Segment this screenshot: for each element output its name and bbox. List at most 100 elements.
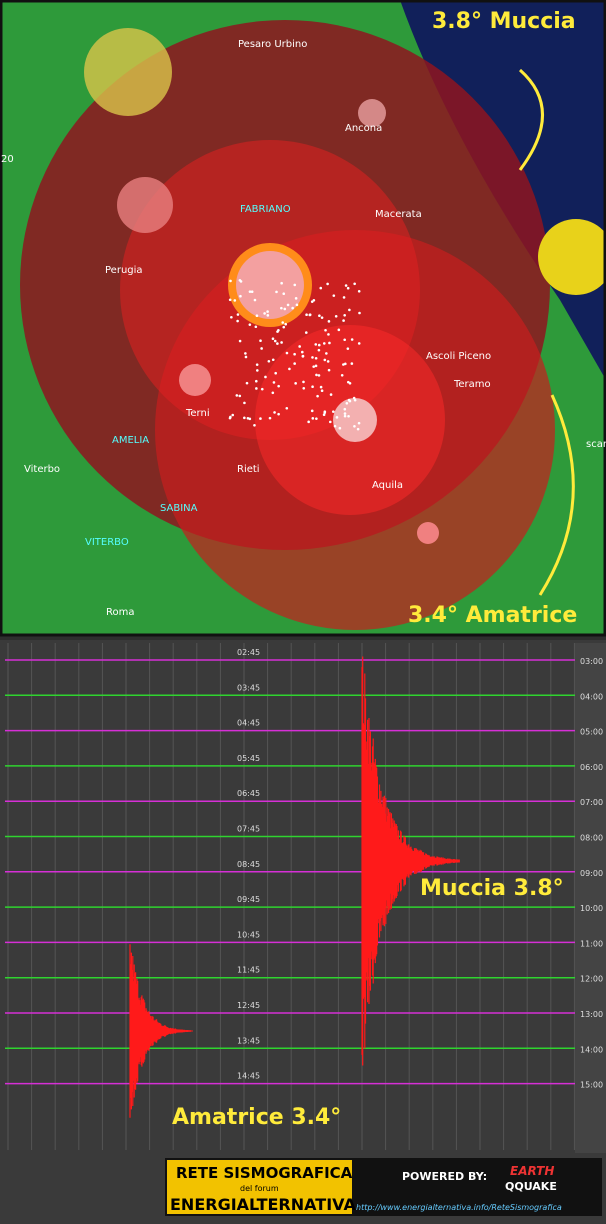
event <box>327 368 331 372</box>
zone <box>333 398 377 442</box>
event <box>255 387 258 390</box>
event <box>244 355 248 359</box>
event <box>291 306 294 310</box>
event <box>342 363 345 366</box>
right-time: 12:00 <box>580 975 603 984</box>
event <box>343 338 346 342</box>
event <box>267 359 271 363</box>
zone <box>117 177 173 233</box>
station-label: VITERBO <box>85 537 129 548</box>
right-time: 10:00 <box>580 904 603 913</box>
city-label: Rieti <box>237 464 260 475</box>
event <box>305 313 308 317</box>
event <box>357 289 361 293</box>
event <box>340 373 344 377</box>
event <box>244 352 247 355</box>
event <box>338 426 342 430</box>
event <box>239 294 242 298</box>
zone <box>236 251 304 319</box>
city-label: Ancona <box>345 123 382 134</box>
event <box>229 415 232 419</box>
left-time: 02:45 <box>237 648 260 657</box>
event <box>357 421 361 425</box>
event <box>280 306 283 310</box>
event <box>276 342 279 345</box>
event <box>260 347 263 350</box>
event <box>343 414 347 418</box>
event <box>277 412 280 416</box>
event <box>312 299 316 302</box>
event <box>255 314 259 318</box>
event <box>281 321 285 324</box>
event <box>347 380 350 384</box>
event <box>358 311 361 315</box>
event <box>356 427 360 431</box>
zone <box>417 522 439 544</box>
event <box>308 313 312 317</box>
event <box>243 401 246 405</box>
footer-subtitle: del forum <box>240 1184 279 1193</box>
event <box>320 389 324 393</box>
event <box>317 343 321 347</box>
event <box>274 371 277 375</box>
event <box>304 331 308 334</box>
event <box>273 411 276 414</box>
event <box>347 398 351 402</box>
event <box>315 417 318 420</box>
event <box>228 298 232 302</box>
event <box>285 351 289 355</box>
event <box>350 338 354 341</box>
quake-trace <box>361 656 460 1066</box>
event <box>307 420 310 424</box>
right-time: 14:00 <box>580 1045 603 1054</box>
event <box>342 296 346 299</box>
event <box>345 402 349 405</box>
event <box>337 328 341 332</box>
event <box>326 360 330 363</box>
event <box>294 297 298 300</box>
event <box>322 342 326 345</box>
event <box>314 364 318 368</box>
event <box>332 294 336 297</box>
event <box>352 396 356 400</box>
city-label: Viterbo <box>24 464 60 475</box>
event <box>248 290 252 293</box>
event <box>238 394 242 398</box>
city-label: Aquila <box>372 480 403 491</box>
event <box>233 299 237 302</box>
event <box>353 398 357 402</box>
event <box>248 417 252 421</box>
event <box>332 410 335 413</box>
event <box>273 339 277 343</box>
event <box>283 307 287 311</box>
event <box>347 414 350 418</box>
event <box>235 394 239 397</box>
left-time: 11:45 <box>237 966 260 975</box>
right-time: 15:00 <box>580 1081 603 1090</box>
zone <box>538 219 606 295</box>
event <box>282 325 286 329</box>
event <box>346 286 350 290</box>
edge-label: 20 <box>1 154 14 165</box>
event <box>353 424 356 428</box>
event <box>343 313 346 317</box>
event <box>323 411 327 414</box>
event <box>248 323 252 326</box>
event <box>293 283 297 287</box>
left-time: 06:45 <box>237 789 260 798</box>
event <box>343 407 347 411</box>
event <box>255 363 259 366</box>
zone <box>84 28 172 116</box>
logo-top: EARTH <box>510 1164 554 1178</box>
event <box>327 333 330 336</box>
right-time: 07:00 <box>580 798 603 807</box>
event <box>293 362 296 365</box>
event <box>350 362 354 365</box>
event <box>318 314 321 318</box>
event <box>243 416 246 420</box>
left-time: 10:45 <box>237 930 260 939</box>
city-label: Pesaro Urbino <box>238 39 307 50</box>
event <box>346 347 350 350</box>
event <box>335 416 339 419</box>
